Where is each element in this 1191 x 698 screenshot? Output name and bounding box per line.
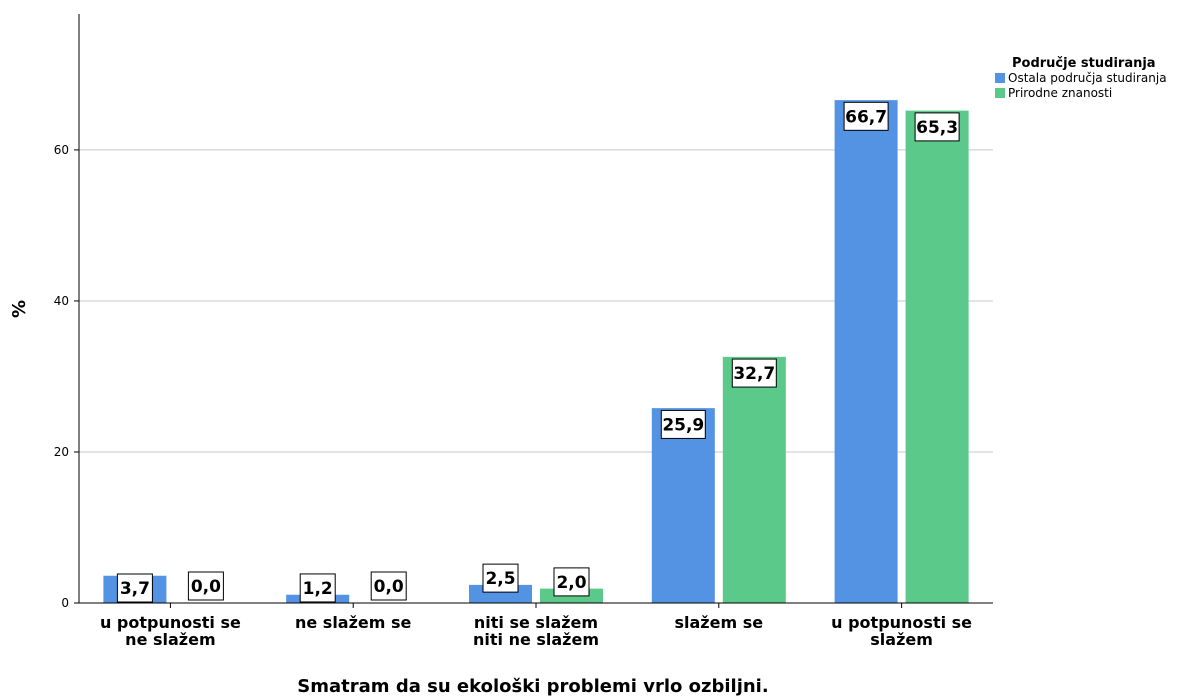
x-tick-label: u potpunosti se: [831, 613, 972, 632]
data-label-box: [187, 571, 224, 601]
data-label-box: [299, 573, 336, 603]
x-tick-label: ne slažem: [125, 630, 215, 649]
x-axis-title: Smatram da su ekološki problemi vrlo ozb…: [297, 676, 768, 697]
bar: [834, 99, 898, 603]
bar: [651, 407, 715, 603]
x-tick-label: u potpunosti se: [100, 613, 241, 632]
legend: Područje studiranja Ostala područja stud…: [995, 56, 1167, 100]
data-label-box: [116, 573, 153, 603]
data-label: 2,0: [556, 573, 586, 593]
data-labels: 3,7 0,0 1,2 0,0 2,5 2,0 25,9 32,7 66,7 65,3: [116, 101, 960, 603]
bars: [103, 98, 969, 604]
x-tick-label: slažem se: [675, 613, 764, 632]
data-label: 0,0: [374, 577, 404, 597]
y-tick-label: 0: [61, 596, 69, 610]
x-tick-label: ne slažem se: [295, 613, 412, 632]
legend-item-label: Prirodne znanosti: [1008, 86, 1112, 100]
x-tick-label: niti ne slažem: [473, 630, 599, 649]
x-tick-label: niti se slažem: [474, 613, 598, 632]
data-label: 3,7: [120, 579, 150, 599]
y-tick-label: 60: [54, 143, 69, 157]
y-tick-label: 20: [54, 445, 69, 459]
legend-title: Područje studiranja: [1012, 56, 1156, 71]
y-axis-title: %: [9, 300, 30, 318]
data-label-box: [914, 112, 960, 142]
bar: [905, 109, 969, 604]
data-label: 25,9: [662, 415, 704, 435]
legend-item-label: Ostala područja studiranja: [1008, 71, 1167, 85]
bar: [722, 356, 786, 603]
x-tick-label: slažem: [870, 630, 933, 649]
data-label: 32,7: [733, 364, 775, 384]
data-label: 66,7: [845, 107, 887, 127]
y-tick-labels: 0 20 40 60: [54, 143, 79, 610]
data-label: 65,3: [916, 118, 958, 138]
data-label-box: [731, 358, 777, 388]
data-label-box: [660, 409, 706, 439]
data-label-box: [482, 563, 519, 593]
legend-swatch: [995, 73, 1005, 83]
data-label: 2,5: [485, 569, 515, 589]
y-tick-label: 40: [54, 294, 69, 308]
data-label: 0,0: [191, 577, 221, 597]
data-label-box: [843, 101, 889, 131]
data-label: 1,2: [303, 579, 333, 599]
legend-swatch: [995, 88, 1005, 98]
data-label-box: [553, 567, 590, 597]
data-label-box: [370, 571, 407, 601]
